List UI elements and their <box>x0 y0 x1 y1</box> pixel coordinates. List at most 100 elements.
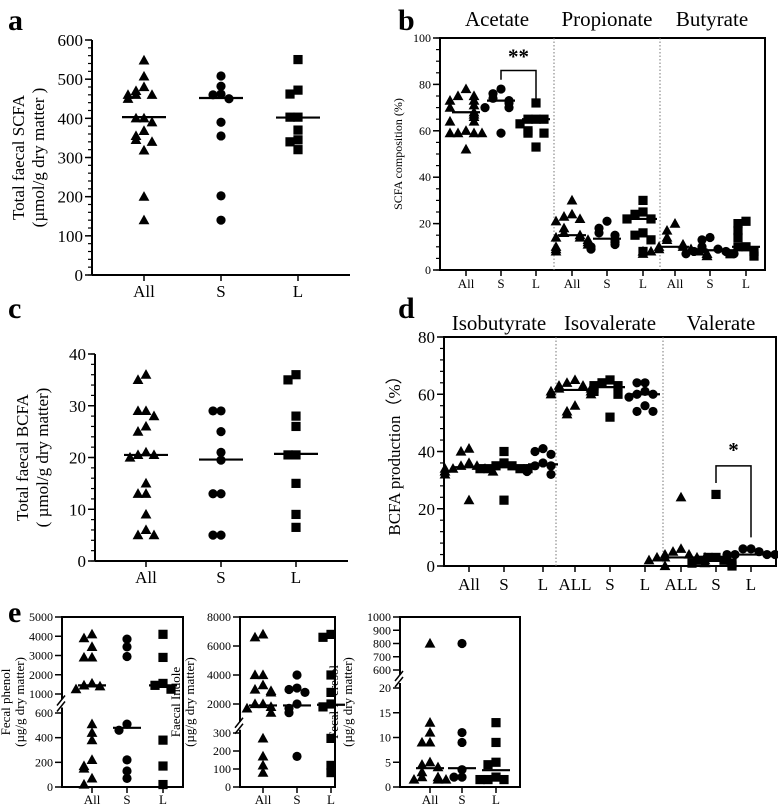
triangle-point <box>138 144 150 155</box>
triangle-point <box>257 679 269 690</box>
x-tick-label: All <box>458 575 480 594</box>
y-tick-label: 40 <box>69 345 86 364</box>
triangle-point <box>637 248 649 258</box>
triangle-point <box>669 218 681 228</box>
square-point <box>741 216 751 226</box>
triangle-point <box>566 194 578 205</box>
square-point <box>605 375 615 385</box>
y-tick-label: 0 <box>427 557 436 576</box>
y-tick-label: 700 <box>373 650 391 664</box>
triangle-point <box>424 726 436 737</box>
y-tick-label: 1000 <box>29 687 53 701</box>
circle-point <box>292 670 302 680</box>
square-point <box>491 718 501 728</box>
square-point <box>283 375 293 385</box>
y-tick-label: 200 <box>58 188 84 207</box>
triangle-point <box>661 224 673 235</box>
circle-point <box>216 117 226 127</box>
square-point <box>638 195 648 205</box>
circle-point <box>208 530 218 540</box>
plot-frame <box>399 616 521 788</box>
circle-point <box>122 773 132 783</box>
triangle-point <box>550 245 562 256</box>
square-point <box>499 495 509 505</box>
y-tick-label: 15 <box>379 706 391 720</box>
circle-point <box>546 469 556 479</box>
circle-point <box>216 530 226 540</box>
group-title: Isobutyrate <box>452 311 546 335</box>
triangle-point <box>257 759 269 770</box>
triangle-point <box>463 443 475 453</box>
square-point <box>499 458 509 468</box>
axis-break-mark <box>56 701 66 712</box>
x-tick-label: S <box>711 575 720 594</box>
square-point <box>166 684 176 694</box>
y-tick-label: 0 <box>385 780 391 794</box>
x-tick-label: S <box>458 792 465 807</box>
square-point <box>531 142 541 152</box>
circle-point <box>216 89 226 99</box>
triangle-point <box>569 400 581 410</box>
square-point <box>326 768 336 778</box>
group-title: Isovalerate <box>564 311 656 335</box>
square-point <box>725 249 735 259</box>
triangle-point <box>78 632 90 643</box>
square-point <box>491 461 501 471</box>
triangle-point <box>138 54 150 65</box>
triangle-point <box>455 445 467 456</box>
square-point <box>483 464 493 474</box>
triangle-point <box>86 754 98 764</box>
square-point <box>687 558 697 568</box>
square-point <box>293 135 303 145</box>
y-axis-label: (µg/g dry matter) <box>12 657 27 747</box>
square-point <box>158 629 168 639</box>
square-point <box>630 230 640 240</box>
triangle-point <box>476 127 488 138</box>
triangle-point <box>132 529 144 540</box>
triangle-point <box>577 380 589 390</box>
circle-point <box>122 651 132 662</box>
square-point <box>326 760 336 770</box>
x-tick-label: S <box>605 575 614 594</box>
triangle-point <box>416 771 428 782</box>
circle-point <box>216 427 226 437</box>
square-point <box>475 774 485 785</box>
circle-point <box>216 215 226 225</box>
circle-point <box>496 84 506 94</box>
circle-point <box>546 461 556 471</box>
y-tick-label: 60 <box>418 385 435 404</box>
square-point <box>318 702 328 712</box>
circle-point <box>216 191 226 201</box>
triangle-point <box>452 127 464 138</box>
triangle-point <box>249 683 261 694</box>
square-point <box>499 446 509 457</box>
square-point <box>483 760 493 770</box>
x-tick-label: All <box>133 282 155 301</box>
x-tick-label: All <box>458 276 475 291</box>
square-point <box>326 629 336 639</box>
circle-point <box>216 81 226 91</box>
axis-break-mark <box>394 670 404 682</box>
circle-point <box>449 772 459 782</box>
x-tick-label: S <box>603 276 610 291</box>
triangle-point <box>146 89 158 99</box>
triangle-point <box>249 698 261 709</box>
y-tick-label: 0 <box>75 266 84 285</box>
triangle-point <box>558 211 570 221</box>
square-point <box>613 381 623 391</box>
axis-break-gap <box>59 699 65 708</box>
y-axis-label: Total faecal BCFA <box>13 393 32 521</box>
triangle-point <box>408 773 420 784</box>
square-point <box>158 678 168 689</box>
y-tick-label: 20 <box>69 449 86 468</box>
y-tick-label: 400 <box>58 109 84 128</box>
chart-panel-d: 0 20 40 60 80 BCFA production（%） Isobutyrate Al… <box>385 311 778 594</box>
y-tick-label: 40 <box>418 443 435 462</box>
y-tick-label: 80 <box>419 77 431 91</box>
triangle-point <box>444 127 456 138</box>
y-axis-label: (µg/g dry matter) <box>182 657 197 747</box>
circle-point <box>538 444 548 454</box>
square-point <box>638 228 648 238</box>
circle-point <box>496 128 506 138</box>
circle-point <box>632 378 642 388</box>
